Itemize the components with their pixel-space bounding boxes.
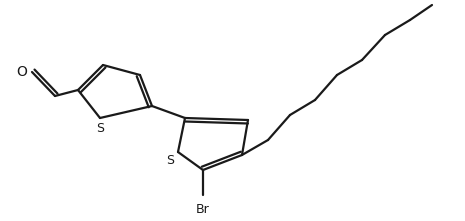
Text: O: O: [16, 65, 27, 79]
Text: Br: Br: [196, 203, 210, 216]
Text: S: S: [166, 154, 174, 167]
Text: S: S: [96, 122, 104, 135]
